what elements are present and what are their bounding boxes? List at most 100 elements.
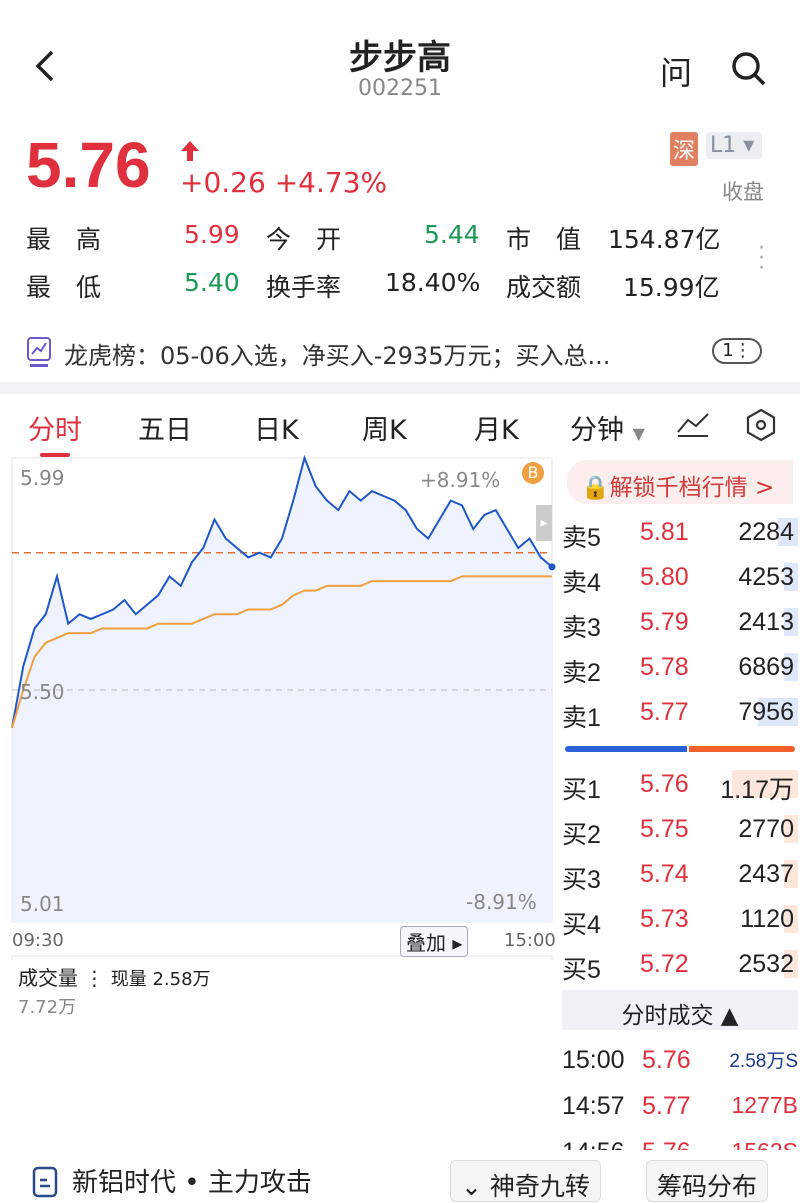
- badge-number: 1: [722, 340, 734, 361]
- volume-title: 成交量: [18, 966, 78, 990]
- tab-2[interactable]: 日K: [254, 408, 299, 447]
- tick-vol: 1277B: [731, 1092, 798, 1118]
- stat-label: 市 值: [506, 225, 582, 254]
- tick-time: 14:57: [562, 1092, 625, 1120]
- current-price: 5.76: [26, 129, 151, 201]
- tab-3[interactable]: 周K: [362, 408, 407, 447]
- asks-row[interactable]: 卖3 5.79 2413: [562, 602, 798, 642]
- chevron-circle-icon: ⌄: [461, 1172, 482, 1201]
- tab-label: 五日: [138, 415, 192, 446]
- notice-text: 龙虎榜：05-06入选，净买入-2935万元；买入总...: [64, 342, 611, 370]
- bids-row[interactable]: 买4 5.73 1120: [562, 899, 798, 939]
- market-status: 收盘: [722, 180, 764, 204]
- level-price: 5.72: [640, 950, 689, 978]
- footer-news-link[interactable]: 新铝时代 • 主力攻击: [72, 1168, 312, 1198]
- tick-vol: 2.58万S: [729, 1051, 798, 1072]
- notice-count-badge[interactable]: 1⋮: [712, 338, 762, 364]
- level-label: 买3: [562, 866, 601, 894]
- stat-value: 5.99: [184, 220, 240, 249]
- tab-label: 日K: [254, 415, 299, 446]
- x-start-label: 09:30: [12, 930, 64, 951]
- unlock-orderbook-button[interactable]: 🔒解锁千档行情 >: [567, 460, 793, 504]
- asks-row[interactable]: 卖1 5.77 7956: [562, 692, 798, 732]
- volume-label: 成交量 ⋮ 现量 2.58万: [18, 966, 211, 990]
- change-value: +0.26: [180, 166, 266, 199]
- level-price: 5.74: [640, 860, 689, 888]
- level-volume: 2532: [738, 950, 794, 978]
- level-label: 卖1: [562, 704, 601, 732]
- intraday-chart[interactable]: [0, 450, 556, 960]
- level-price: 5.78: [640, 653, 689, 681]
- level-volume: 2770: [738, 815, 794, 843]
- x-end-label: 15:00: [504, 930, 556, 951]
- page-title: 步步高: [349, 38, 451, 78]
- tab-1[interactable]: 五日: [138, 408, 192, 447]
- doc-icon: [32, 1166, 58, 1202]
- overlay-button[interactable]: 叠加 ▸: [400, 926, 469, 957]
- y-bottom-label: 5.01: [20, 892, 65, 916]
- level-label: 买5: [562, 956, 601, 984]
- y-top-pct: +8.91%: [420, 468, 501, 492]
- level-badge[interactable]: L1 ▾: [706, 132, 762, 159]
- bids-row[interactable]: 买2 5.75 2770: [562, 809, 798, 849]
- level-price: 5.81: [640, 518, 689, 546]
- search-icon[interactable]: [730, 50, 768, 92]
- level-price: 5.79: [640, 608, 689, 636]
- avg-price-line: [11, 575, 552, 729]
- tab-0[interactable]: 分时: [28, 408, 82, 457]
- level-volume: 4253: [738, 563, 794, 591]
- level-volume: 2284: [738, 518, 794, 546]
- btn1-label: 神奇九转: [489, 1172, 590, 1201]
- tab-5[interactable]: 分钟 ▼: [570, 415, 645, 446]
- level-label: L1: [710, 133, 737, 158]
- tab-label: 分时: [28, 415, 82, 446]
- draw-line-icon[interactable]: [676, 412, 710, 442]
- stat-value: 15.99亿: [623, 273, 720, 302]
- stat-value: 5.44: [424, 220, 480, 249]
- y-bottom-pct: -8.91%: [466, 890, 537, 914]
- tick-row: 14:57 5.77 1277B: [562, 1086, 798, 1126]
- asks-row[interactable]: 卖5 5.81 2284: [562, 512, 798, 552]
- level-volume: 1120: [740, 905, 794, 933]
- buy-sell-ratio-bar: [565, 746, 795, 752]
- tab-label: 分钟: [570, 415, 624, 446]
- level-volume: 2437: [738, 860, 794, 888]
- stat-label: 成交额: [506, 273, 582, 302]
- asks-row[interactable]: 卖2 5.78 6869: [562, 647, 798, 687]
- volume-max-label: 7.72万: [18, 997, 77, 1018]
- price-change: +0.26 +4.73%: [180, 166, 387, 199]
- tick-price: 5.76: [642, 1046, 691, 1074]
- tab-label: 月K: [474, 415, 519, 446]
- level-label: 买1: [562, 776, 601, 804]
- volume-current: 现量 2.58万: [110, 969, 211, 990]
- bids-row[interactable]: 买1 5.76 1.17万: [562, 764, 798, 804]
- y-mid-label: 5.50: [20, 680, 65, 704]
- back-icon[interactable]: [30, 48, 60, 84]
- more-icon[interactable]: · · ·: [758, 236, 765, 281]
- trade-marker[interactable]: B: [522, 462, 544, 484]
- exchange-badge: 深: [670, 132, 699, 166]
- level-label: 卖3: [562, 614, 601, 642]
- settings-hex-icon[interactable]: [744, 408, 778, 446]
- level-volume: 1.17万: [720, 776, 794, 804]
- ticks-header-button[interactable]: 分时成交 ▲: [562, 990, 798, 1030]
- level-label: 买2: [562, 821, 601, 849]
- level-price: 5.80: [640, 563, 689, 591]
- level-label: 卖5: [562, 524, 601, 552]
- last-price-dot: [548, 563, 556, 571]
- chip-distribution-button[interactable]: 筹码分布: [646, 1160, 769, 1202]
- stat-label: 今 开: [266, 225, 342, 254]
- nine-turn-button[interactable]: ⌄ 神奇九转: [450, 1160, 601, 1202]
- y-top-label: 5.99: [20, 466, 65, 490]
- ask-button[interactable]: 问: [660, 54, 693, 92]
- tick-price: 5.77: [642, 1092, 691, 1120]
- bids-row[interactable]: 买5 5.72 2532: [562, 944, 798, 984]
- bids-row[interactable]: 买3 5.74 2437: [562, 854, 798, 894]
- collapse-handle[interactable]: ▸: [536, 505, 552, 541]
- tab-4[interactable]: 月K: [474, 408, 519, 447]
- tick-row: 15:00 5.76 2.58万S: [562, 1040, 798, 1080]
- tab-label: 周K: [362, 415, 407, 446]
- asks-row[interactable]: 卖4 5.80 4253: [562, 557, 798, 597]
- lhb-notice[interactable]: 龙虎榜：05-06入选，净买入-2935万元；买入总... 1⋮: [26, 334, 796, 370]
- stat-value: 5.40: [184, 268, 240, 297]
